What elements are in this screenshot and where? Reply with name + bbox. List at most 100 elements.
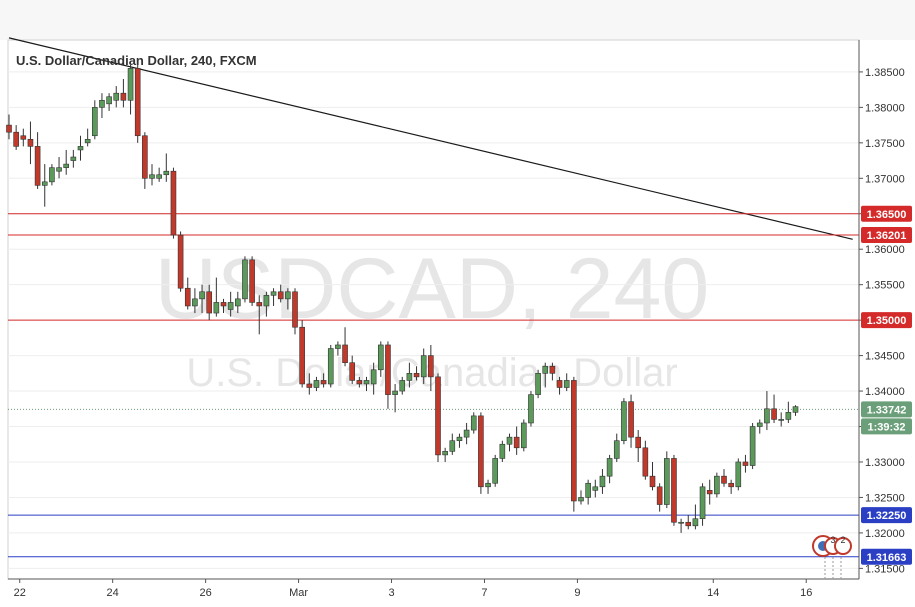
candle-up [77,146,84,151]
candle-up [492,458,499,484]
candle-down [549,365,556,374]
candle-up [613,440,620,459]
candle-up [41,181,48,186]
x-tick-label: 16 [800,587,812,599]
level-tag-label: 1.32250 [867,510,907,522]
y-tick-label: 1.32000 [865,528,905,540]
candle-up [563,380,570,388]
candle-up [442,451,448,456]
candle-up [370,369,377,385]
level-tags: 1.36500 1.36201 1.35000 1.32250 1.31663 1.337… [861,205,912,565]
candle-down [256,302,263,307]
candle-down [177,234,184,289]
candle-down [206,291,212,314]
x-tick-label: 7 [481,587,487,599]
horizontal-levels [8,213,859,558]
watermark-symbol: USDCAD, 240 [155,241,709,337]
y-tick-label: 1.34000 [865,386,905,398]
candle-up [764,408,770,424]
candle-up [663,458,670,505]
trendline-segment [8,37,853,240]
candle-up [420,355,427,378]
candle-up [92,107,98,137]
candle-up [699,486,706,520]
candle-up [592,486,599,491]
candle-up [542,365,549,374]
level-tag [861,507,912,524]
candle-down [134,68,141,137]
candle-down [478,415,484,488]
x-axis-panel [8,579,859,607]
candle-up [199,291,205,300]
x-tick-label: 9 [574,587,580,599]
candle-up [749,426,756,466]
candle-up [599,475,606,488]
candle-down [292,291,298,328]
candle-down [428,355,434,378]
candle-up [49,167,55,183]
candle-down [184,287,191,307]
candle-up [235,298,241,307]
candle-up [535,373,541,395]
event-count-label: 3 [830,535,835,545]
top-bar [0,0,915,40]
candle-down [142,135,148,179]
candle-down [721,475,727,484]
candle-down [20,135,27,140]
level-tag [861,312,912,329]
candle-up [621,401,627,442]
current-price-tag [861,401,912,418]
candle-down [277,291,284,300]
candle-up [84,138,91,144]
y-tick-label: 1.38000 [865,102,905,114]
candle-up [63,163,70,168]
countdown-tag [861,418,912,435]
x-tick-label: 14 [707,587,719,599]
level-tag-label: 1.36201 [867,230,907,242]
candle-up [485,482,491,488]
event-marker-2-icon[interactable] [834,537,852,555]
candle-down [385,344,391,395]
candle-down [649,475,656,488]
candle-up [156,174,162,179]
candle-up [270,291,277,296]
level-tag [861,548,912,565]
candle-up [692,518,699,527]
candle-down [120,92,127,101]
candle-up [392,390,398,395]
y-tick-label: 1.37000 [865,173,905,185]
candle-up [399,380,406,392]
y-axis-panel [859,40,915,579]
candle-up [56,167,62,172]
candle-down [320,380,327,385]
candle-up [470,415,477,431]
y-tick-label: 1.33000 [865,457,905,469]
candle-up [735,461,742,488]
countdown-label: 1:39:32 [868,421,906,433]
candle-up [213,302,220,314]
candle-down [342,344,348,363]
candle-down [249,259,255,303]
x-tick-label: Mar [289,587,308,599]
trendline [8,37,853,240]
candle-down [642,447,649,477]
current-price-label: 1.33742 [867,404,907,416]
candle-down [435,376,441,456]
candle-down [13,131,19,147]
candle-down [349,362,356,381]
candle-down [413,373,420,378]
candle-up [578,497,584,502]
candle-up [70,156,77,161]
level-tag-label: 1.35000 [867,315,907,327]
event-markers[interactable]: 3 2 [812,535,852,579]
candle-up [792,406,799,413]
candle-up [263,295,270,307]
level-tag-label: 1.31663 [867,552,907,564]
candle-up [506,436,513,445]
candle-down [571,380,577,502]
candles [6,64,799,533]
x-axis-ticks: 22 24 26 Mar 3 7 9 14 16 [14,579,812,599]
chart-title: U.S. Dollar/Canadian Dollar, 240, FXCM [16,53,257,68]
candle-up [149,174,155,179]
